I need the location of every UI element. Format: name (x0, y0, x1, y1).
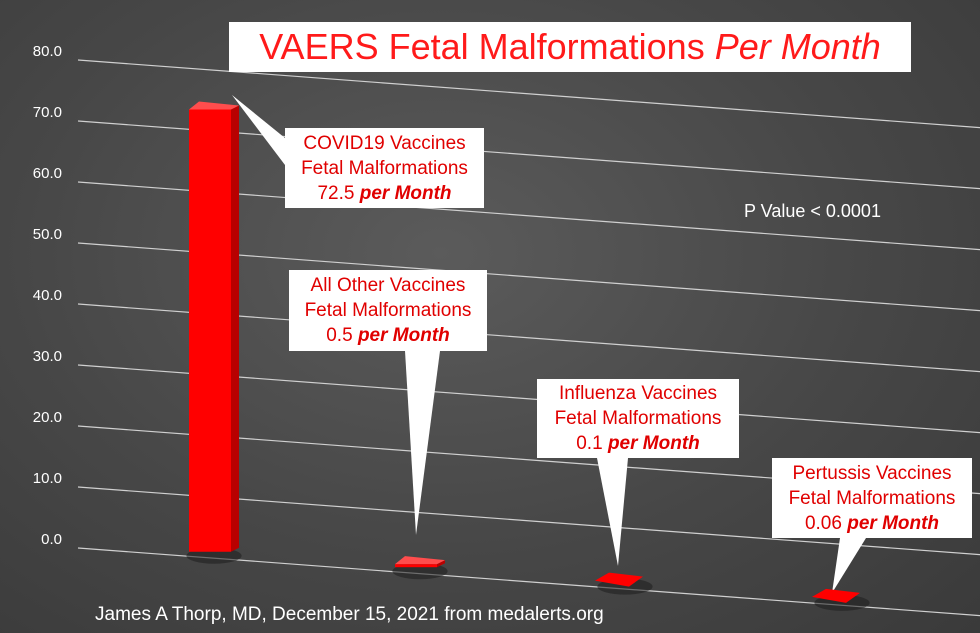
callout-line1: Pertussis Vaccines (792, 462, 952, 484)
callout-value: 0.1 (576, 433, 603, 454)
gridline (77, 59, 980, 129)
callout-line2: Fetal Malformations (301, 157, 468, 179)
callout-unit: per Month (607, 433, 700, 454)
callout-pertussis: Pertussis Vaccines Fetal Malformations 0… (772, 458, 972, 538)
bars (186, 101, 870, 611)
bar (186, 101, 242, 564)
callout-covid19: COVID19 Vaccines Fetal Malformations 72.… (285, 128, 484, 208)
y-tick-label: 10.0 (33, 470, 62, 487)
bar (595, 572, 653, 595)
y-axis-ticks: 0.0 10.0 20.0 30.0 40.0 50.0 60.0 70.0 80.0 (33, 43, 62, 548)
callout-line2: Fetal Malformations (304, 300, 472, 321)
y-tick-label: 70.0 (33, 104, 62, 121)
y-tick-label: 20.0 (33, 409, 62, 426)
callout-line3: 72.5 per Month (285, 181, 484, 206)
bar-front (395, 564, 437, 568)
bar-top (189, 101, 239, 110)
callout-unit: per Month (847, 512, 940, 534)
y-tick-label: 40.0 (33, 287, 62, 304)
y-tick-label: 80.0 (33, 43, 62, 60)
source-credit: James A Thorp, MD, December 15, 2021 fro… (95, 604, 604, 625)
callout-line3: 0.06 per Month (772, 511, 972, 536)
bar-front (189, 109, 231, 552)
callout-all-other: All Other Vaccines Fetal Malformations 0… (289, 270, 487, 351)
chart-title-emphasis: Per Month (714, 26, 881, 67)
callout-pointer (232, 95, 285, 165)
callout-influenza: Influenza Vaccines Fetal Malformations 0… (537, 379, 739, 458)
callout-value: 0.06 (804, 512, 842, 534)
y-tick-label: 0.0 (41, 531, 62, 548)
callout-pointer (832, 538, 866, 593)
y-tick-label: 30.0 (33, 348, 62, 365)
callout-line1: COVID19 Vaccines (303, 132, 466, 154)
bar-side (437, 560, 445, 568)
callout-unit: per Month (357, 325, 450, 346)
callout-line2: Fetal Malformations (788, 487, 956, 509)
callout-line1: Influenza Vaccines (558, 383, 718, 404)
chart-title-text: VAERS Fetal Malformations (259, 26, 705, 67)
callout-pointer (405, 351, 440, 535)
bar (392, 556, 448, 580)
callout-pointers (232, 95, 866, 593)
chart-title: VAERS Fetal Malformations Per Month (229, 22, 911, 72)
callout-value: 0.5 (326, 325, 353, 346)
p-value-label: P Value < 0.0001 (744, 201, 881, 221)
bar-side (231, 105, 239, 552)
callout-line1: All Other Vaccines (310, 275, 466, 296)
y-tick-label: 50.0 (33, 226, 62, 243)
bar-top (395, 556, 445, 565)
callout-line3: 0.1 per Month (537, 431, 739, 456)
callout-pointer (597, 458, 628, 566)
callout-line2: Fetal Malformations (554, 408, 722, 429)
y-tick-label: 60.0 (33, 165, 62, 182)
callout-unit: per Month (359, 182, 452, 204)
callout-line3: 0.5 per Month (289, 323, 487, 348)
bar-top (812, 588, 860, 603)
callout-value: 72.5 (317, 182, 355, 204)
bar (812, 588, 870, 611)
bar-top (595, 572, 643, 587)
